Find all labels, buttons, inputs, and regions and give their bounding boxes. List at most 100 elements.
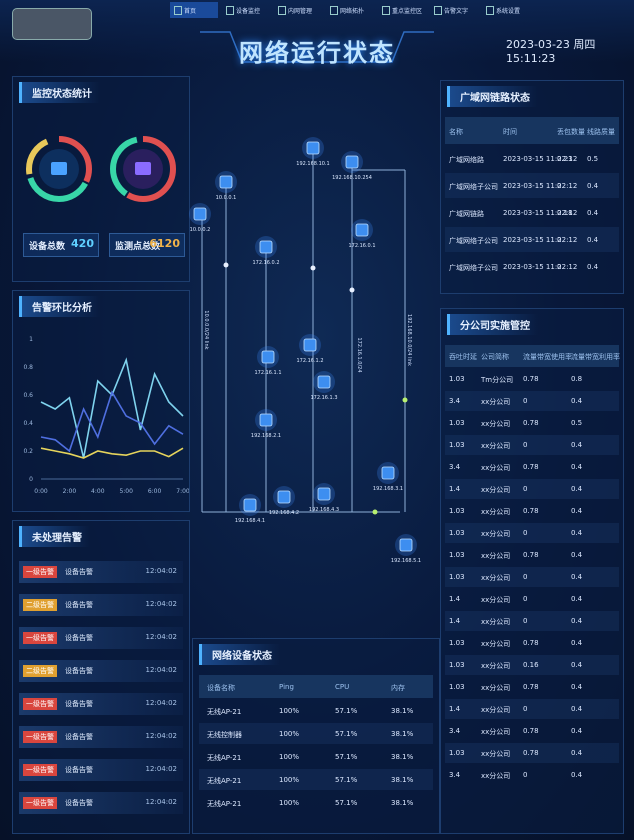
header-bar — [0, 0, 634, 62]
nav-item[interactable]: 网络拓扑 — [326, 2, 374, 18]
node-icon — [317, 487, 331, 501]
table-row: 1.03 xx分公司 0.78 0.4 — [445, 501, 619, 521]
cell: 3.4 — [449, 771, 461, 779]
cell: 38.1% — [391, 752, 414, 761]
header-cell: 流量带宽使用率 — [523, 353, 572, 361]
cell: 1.03 — [449, 419, 465, 427]
cell: 广域网络路 — [449, 155, 484, 164]
cell: 0.4 — [587, 181, 599, 190]
alarm-text: 设备告警 — [65, 700, 93, 708]
cell: xx分公司 — [481, 442, 511, 450]
cell: 0.78 — [523, 463, 539, 471]
node-icon — [317, 375, 331, 389]
link-label: 192.168.10.0/24 link — [406, 314, 412, 366]
nav-icon — [226, 6, 234, 15]
alarm-level: 一级告警 — [23, 698, 57, 710]
header-cell: 内存 — [391, 683, 405, 692]
table-row: 3.4 xx分公司 0 0.4 — [445, 765, 619, 785]
node-label: 172.16.1.2 — [296, 358, 323, 364]
table-row: 无线AP-21 100% 57.1% 38.1% — [199, 769, 433, 790]
cell: xx分公司 — [481, 464, 511, 472]
cell: 0.78 — [523, 551, 539, 559]
cell: 0.4 — [571, 749, 583, 757]
cell: xx分公司 — [481, 684, 511, 692]
table-row: 1.03 xx分公司 0.78 0.4 — [445, 743, 619, 763]
nav-item[interactable]: 首页 — [170, 2, 218, 18]
alarm-row: 二级告警 设备告警 12:04:02 — [19, 660, 183, 682]
cell: 38.1% — [391, 706, 414, 715]
alarm-time: 12:04:02 — [145, 732, 177, 740]
cell: xx分公司 — [481, 750, 511, 758]
alarm-level: 二级告警 — [23, 665, 57, 677]
cell: 38.1% — [391, 798, 414, 807]
cell: 1.03 — [449, 683, 465, 691]
header-cell: 公司简称 — [481, 353, 509, 361]
cell: xx分公司 — [481, 486, 511, 494]
node-label: 172.16.1.3 — [310, 395, 337, 401]
title-frame — [200, 31, 434, 63]
cell: 3.4 — [449, 463, 461, 471]
cell: xx分公司 — [481, 508, 511, 516]
alarm-text: 设备告警 — [65, 667, 93, 675]
nav-item[interactable]: 设备监控 — [222, 2, 270, 18]
table-row: 广域网络路 2023-03-15 11:22:12 0.23 0.5 — [445, 146, 619, 171]
alarm-level: 一级告警 — [23, 566, 57, 578]
branch-panel: 分公司实施管控 吞吐时延 公司简称 流量带宽使用率 流量带宽利用率 1.03 Tm分公司 0… — [440, 308, 624, 834]
nav-item[interactable]: 系统设置 — [482, 2, 530, 18]
cell: 1.4 — [449, 485, 461, 493]
cell: 0.78 — [523, 507, 539, 515]
cell: 1.4 — [449, 595, 461, 603]
nav-label: 设备监控 — [236, 8, 261, 15]
alarm-time: 12:04:02 — [145, 699, 177, 707]
x-tick-label: 5:00 — [119, 488, 133, 495]
alarm-list: 一级告警 设备告警 12:04:02 二级告警 设备告警 12:04:02 一级告警 设备告警… — [19, 561, 183, 831]
nav-icon — [174, 6, 182, 15]
nav-item[interactable]: 重点监控区 — [378, 2, 426, 18]
nav-label: 重点监控区 — [392, 8, 423, 15]
page-title: 网络运行状态 — [239, 39, 395, 67]
cell: 38.1% — [391, 729, 414, 738]
link-label: 10.0.0.0/24 link — [203, 310, 209, 349]
y-tick-label: 0.8 — [23, 364, 33, 371]
node-icon — [303, 338, 317, 352]
table-row: 广域网链路 2023-03-15 11:22:12 0.18 0.4 — [445, 200, 619, 225]
x-tick-label: 7:00 — [176, 488, 189, 495]
cell: 100% — [279, 798, 300, 807]
node-label: 172.16.1.1 — [254, 370, 281, 376]
alarm-row: 一级告警 设备告警 12:04:02 — [19, 693, 183, 715]
monitor-panel: 监控状态统计 设备总数 420 监测点总数 6120 — [12, 76, 190, 282]
cell: xx分公司 — [481, 596, 511, 604]
nav-item[interactable]: 内网管理 — [274, 2, 322, 18]
cell: 0.78 — [523, 727, 539, 735]
node-label: 192.168.4.2 — [269, 510, 299, 516]
cell: 0.4 — [587, 235, 599, 244]
node-label: 192.168.5.1 — [391, 558, 421, 564]
cell: 无线AP-21 — [207, 707, 242, 716]
cell: 0.4 — [571, 441, 583, 449]
node-icon — [381, 466, 395, 480]
panel-title: 告警环比分析 — [19, 296, 100, 317]
cell: 0 — [523, 573, 528, 581]
wan-table: 名称 时间 丢包数量 线路质量 广域网络路 2023-03-15 11:22:12 0.23… — [445, 117, 619, 287]
cell: 57.1% — [335, 706, 358, 715]
cell: 1.03 — [449, 661, 465, 669]
y-tick-label: 0 — [29, 476, 33, 483]
cell: 0.4 — [587, 262, 599, 271]
cell: xx分公司 — [481, 530, 511, 538]
panel-title: 监控状态统计 — [19, 82, 100, 103]
cell: 无线AP-21 — [207, 776, 242, 785]
panel-title: 广域网链路状态 — [447, 86, 538, 107]
nav-item[interactable]: 告警文字 — [430, 2, 478, 18]
cell: 2023-03-15 11:22:12 — [503, 208, 578, 217]
table-row: 无线AP-21 100% 57.1% 38.1% — [199, 746, 433, 767]
alarm-time: 12:04:02 — [145, 798, 177, 806]
table-header: 吞吐时延 公司简称 流量带宽使用率 流量带宽利用率 — [445, 345, 620, 367]
x-tick-label: 6:00 — [148, 488, 162, 495]
wan-panel: 广域网链路状态 名称 时间 丢包数量 线路质量 广域网络路 2023-03-15 11:2… — [440, 80, 624, 294]
cell: 57.1% — [335, 798, 358, 807]
cell: 0.78 — [523, 639, 539, 647]
cell: xx分公司 — [481, 640, 511, 648]
header-cell: Ping — [279, 682, 294, 691]
cell: 广域网络子公司 — [449, 263, 498, 272]
cell: xx分公司 — [481, 420, 511, 428]
